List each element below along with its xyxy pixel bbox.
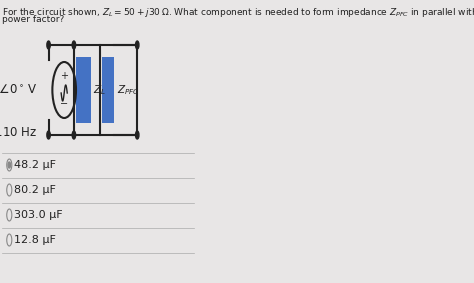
Text: For the circuit shown, $Z_L = 50 + j30\,\Omega$. What component is needed to for: For the circuit shown, $Z_L = 50 + j30\,… [2,6,474,19]
Text: 12.8 μF: 12.8 μF [14,235,56,245]
Circle shape [47,41,50,49]
Text: 303.0 μF: 303.0 μF [14,210,63,220]
Text: −: − [60,99,68,109]
Circle shape [72,131,75,139]
Text: 80.2 μF: 80.2 μF [14,185,56,195]
Circle shape [136,41,139,49]
Bar [102,57,114,123]
Circle shape [8,162,10,168]
Text: power factor?: power factor? [2,15,64,24]
Text: 48.2 μF: 48.2 μF [14,160,56,170]
Circle shape [136,131,139,139]
Text: $Z_L$: $Z_L$ [93,83,106,97]
Text: $55\angle 0^\circ\!$ V: $55\angle 0^\circ\!$ V [0,83,37,97]
Bar [76,57,91,123]
Circle shape [47,131,50,139]
Text: $Z_{PFC}$: $Z_{PFC}$ [117,83,139,97]
Text: +: + [60,71,68,81]
Text: $f = 110$ Hz: $f = 110$ Hz [0,125,37,139]
Circle shape [72,41,75,49]
